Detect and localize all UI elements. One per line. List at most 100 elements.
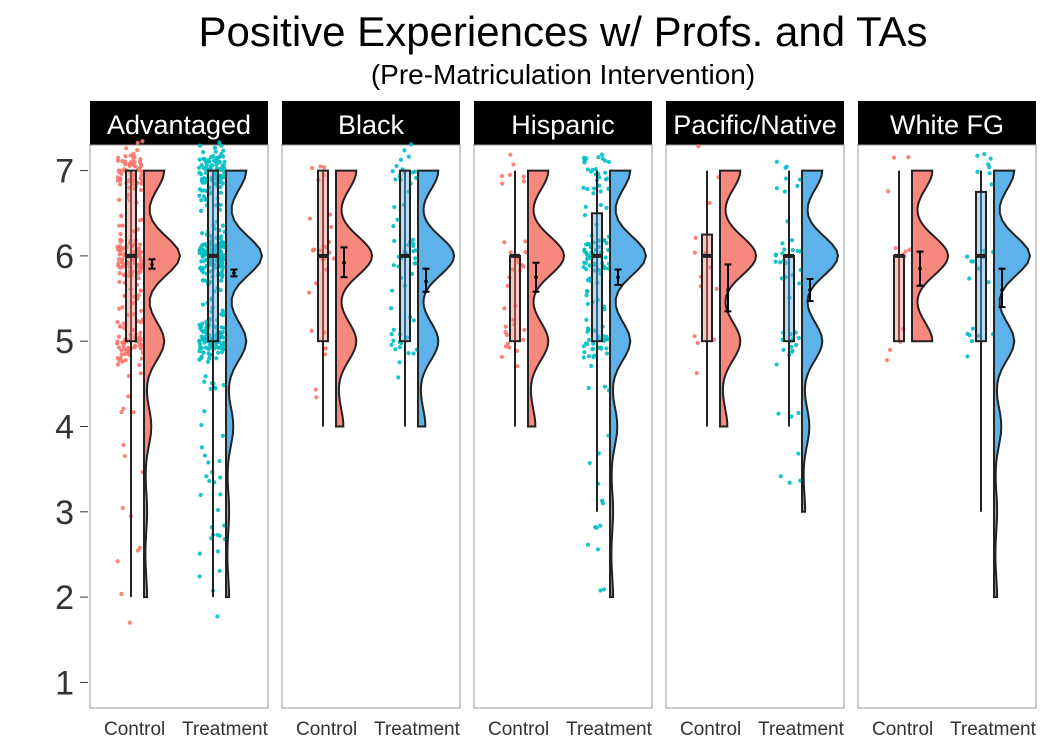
box [975, 190, 987, 343]
data-point [778, 474, 783, 479]
data-point [115, 339, 120, 344]
data-point [138, 162, 144, 167]
y-axis: 1 2 3 4 5 6 7 [55, 153, 88, 702]
data-point [131, 410, 136, 415]
data-point [117, 247, 122, 252]
data-point [391, 327, 396, 332]
data-point [987, 171, 992, 176]
mean-point [232, 271, 236, 275]
data-point [597, 336, 603, 341]
data-point [219, 312, 224, 317]
data-point [199, 188, 204, 193]
facet-strip-label: Hispanic [511, 110, 615, 140]
mean-point [918, 266, 922, 271]
rain-points [692, 144, 721, 376]
data-point [584, 242, 589, 247]
data-point [603, 158, 608, 163]
data-point [121, 442, 126, 448]
x-tick-label: Treatment [950, 719, 1037, 740]
y-tick-label: 2 [55, 579, 74, 617]
data-point [586, 337, 592, 342]
data-point [116, 345, 122, 350]
data-point [585, 167, 590, 172]
data-point [976, 266, 981, 271]
facet-panel-hispanic: Hispanic Control Treatment [473, 101, 653, 740]
data-point [136, 293, 141, 298]
data-point [780, 241, 785, 246]
data-point [604, 346, 609, 351]
facet-strip-label: White FG [890, 110, 1004, 140]
data-point [603, 255, 608, 260]
data-point [887, 347, 893, 353]
data-point [776, 411, 781, 416]
data-point [202, 278, 207, 283]
data-point [219, 271, 224, 276]
data-point [789, 344, 794, 349]
facet-strip-label: Black [338, 110, 405, 140]
data-point [115, 175, 120, 180]
data-point [202, 249, 208, 254]
data-point [389, 342, 394, 347]
data-point [307, 290, 312, 295]
data-point [131, 151, 136, 156]
data-point [138, 258, 143, 263]
data-point [773, 259, 778, 264]
data-point [203, 374, 208, 379]
data-point [604, 334, 609, 339]
data-point [410, 237, 416, 242]
data-point [907, 247, 912, 252]
data-point [215, 350, 221, 355]
data-point [139, 356, 144, 361]
data-point [606, 159, 611, 165]
box [701, 233, 713, 343]
data-point [586, 385, 591, 391]
data-point [197, 551, 203, 556]
data-point [392, 204, 397, 210]
data-point [115, 158, 121, 163]
data-point [779, 276, 784, 281]
data-point [219, 167, 224, 172]
data-point [199, 328, 204, 333]
data-point [199, 324, 204, 329]
data-point [586, 354, 592, 359]
data-point [523, 249, 528, 255]
data-point [511, 162, 516, 167]
data-point [200, 231, 205, 236]
data-point [205, 359, 211, 364]
data-point [219, 151, 224, 157]
data-point [975, 169, 980, 174]
data-point [521, 179, 526, 184]
data-point [138, 157, 143, 162]
data-point [327, 212, 333, 217]
data-point [119, 410, 124, 415]
panel-border [473, 144, 653, 709]
data-point [598, 202, 603, 208]
data-point [695, 340, 700, 346]
data-point [215, 549, 221, 554]
data-point [600, 501, 605, 506]
data-point [138, 269, 143, 274]
data-point [783, 176, 789, 181]
data-point [199, 162, 204, 168]
box [591, 212, 603, 343]
data-point [581, 185, 586, 190]
data-point [585, 301, 590, 307]
chart-title: Positive Experiences w/ Profs. and TAs [198, 8, 927, 55]
data-point [392, 238, 397, 244]
data-point [198, 208, 204, 214]
data-point [119, 171, 124, 176]
data-point [603, 177, 609, 182]
data-point [581, 344, 586, 349]
data-point [310, 165, 315, 171]
data-point [965, 254, 970, 259]
data-point [986, 280, 991, 285]
density-cloud [993, 169, 1032, 599]
data-point [131, 229, 136, 234]
data-point [206, 460, 211, 465]
data-point [138, 371, 143, 376]
data-point [322, 165, 327, 170]
box [893, 254, 905, 343]
data-point [523, 239, 528, 244]
data-point [411, 241, 416, 247]
rain-points [115, 139, 146, 625]
